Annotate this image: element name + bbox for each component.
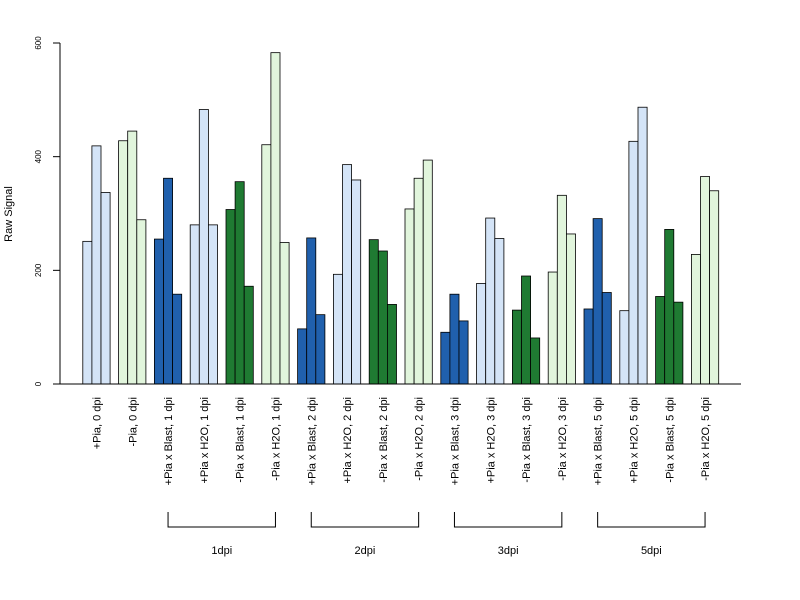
bar: [100, 192, 111, 385]
group-bracket: [310, 512, 420, 528]
category-label: +Pia x Blast, 5 dpi: [593, 397, 605, 485]
bar: [404, 208, 415, 385]
category-label: +Pia x H2O, 2 dpi: [342, 397, 354, 484]
category-label: -Pia x Blast, 1 dpi: [235, 397, 247, 483]
bar: [91, 145, 102, 385]
bar: [172, 293, 183, 385]
bar: [315, 314, 326, 385]
group-label: 3dpi: [498, 545, 519, 557]
bar: [82, 240, 93, 385]
bar: [619, 310, 630, 385]
bar: [163, 177, 174, 385]
bar: [279, 242, 290, 385]
category-label: -Pia x H2O, 1 dpi: [270, 397, 282, 481]
bar: [547, 271, 558, 385]
bar: [566, 233, 576, 385]
bar: [351, 179, 362, 385]
bar: [377, 250, 388, 385]
plot-area: [82, 52, 720, 385]
category-label: -Pia x Blast, 5 dpi: [664, 397, 676, 483]
bar: [306, 237, 317, 385]
y-axis: 0 200 400 600: [34, 36, 61, 386]
category-labels: +Pia, 0 dpi -Pia, 0 dpi +Pia x Blast, 1 dp…: [91, 397, 712, 485]
category-label: +Pia x H2O, 5 dpi: [628, 397, 640, 484]
category-label: -Pia, 0 dpi: [127, 397, 139, 447]
bar: [332, 273, 343, 385]
bar: [664, 229, 675, 385]
bar: [691, 254, 701, 385]
bar: [494, 238, 505, 385]
bar: [530, 337, 541, 385]
category-label: +Pia x Blast, 1 dpi: [163, 397, 175, 485]
category-label: +Pia x H2O, 3 dpi: [485, 397, 497, 484]
bar: [153, 238, 164, 385]
category-label: -Pia x H2O, 5 dpi: [700, 397, 712, 481]
bar: [261, 144, 272, 385]
category-label: +Pia x Blast, 2 dpi: [306, 397, 318, 485]
group-brackets: 1dpi 2dpi 3dpi 5dpi: [167, 512, 706, 557]
group-bracket: [597, 512, 706, 528]
bar: [485, 217, 496, 385]
bar: [270, 52, 281, 385]
bar: [440, 331, 451, 385]
group-label: 1dpi: [211, 545, 232, 557]
bar: [592, 218, 603, 385]
bar: [198, 109, 209, 385]
bar: [118, 140, 129, 385]
y-tick-label: 400: [34, 149, 43, 163]
bar: [368, 239, 379, 385]
category-label: +Pia x Blast, 3 dpi: [449, 397, 461, 485]
group-label: 2dpi: [355, 545, 376, 557]
bar: [413, 177, 424, 385]
bar: [556, 194, 567, 385]
bar: [700, 176, 711, 385]
bar: [136, 219, 147, 385]
bar: [583, 308, 594, 385]
bar: [476, 283, 487, 385]
bar: [458, 320, 469, 385]
category-label: -Pia x H2O, 3 dpi: [557, 397, 569, 481]
bar: [422, 159, 433, 385]
bar: [512, 309, 522, 385]
group-bracket: [167, 512, 276, 528]
bar: [342, 164, 353, 385]
bar: [601, 292, 612, 385]
bar: [709, 190, 720, 385]
bar: [637, 106, 648, 385]
category-label: +Pia, 0 dpi: [91, 397, 103, 449]
group-bracket: [453, 512, 563, 528]
bar: [207, 224, 218, 385]
bar: [243, 285, 254, 385]
category-label: +Pia x H2O, 1 dpi: [199, 397, 211, 484]
bar: [386, 304, 397, 385]
category-label: -Pia x Blast, 3 dpi: [521, 397, 533, 483]
bar: [234, 181, 245, 385]
y-tick-label: 0: [34, 381, 43, 386]
bar: [628, 140, 639, 385]
bar: [449, 293, 460, 385]
bar: [225, 209, 236, 385]
bar: [521, 275, 532, 385]
category-label: -Pia x Blast, 2 dpi: [378, 397, 390, 483]
bar: [655, 296, 666, 385]
category-label: -Pia x H2O, 2 dpi: [414, 397, 426, 481]
y-tick-label: 200: [34, 263, 43, 277]
bar: [297, 328, 308, 385]
bar: [673, 301, 684, 385]
y-axis-title: Raw Signal: [3, 186, 15, 242]
bar: [189, 224, 200, 385]
y-tick-label: 600: [34, 36, 43, 50]
group-label: 5dpi: [641, 545, 662, 557]
bar: [127, 130, 138, 385]
